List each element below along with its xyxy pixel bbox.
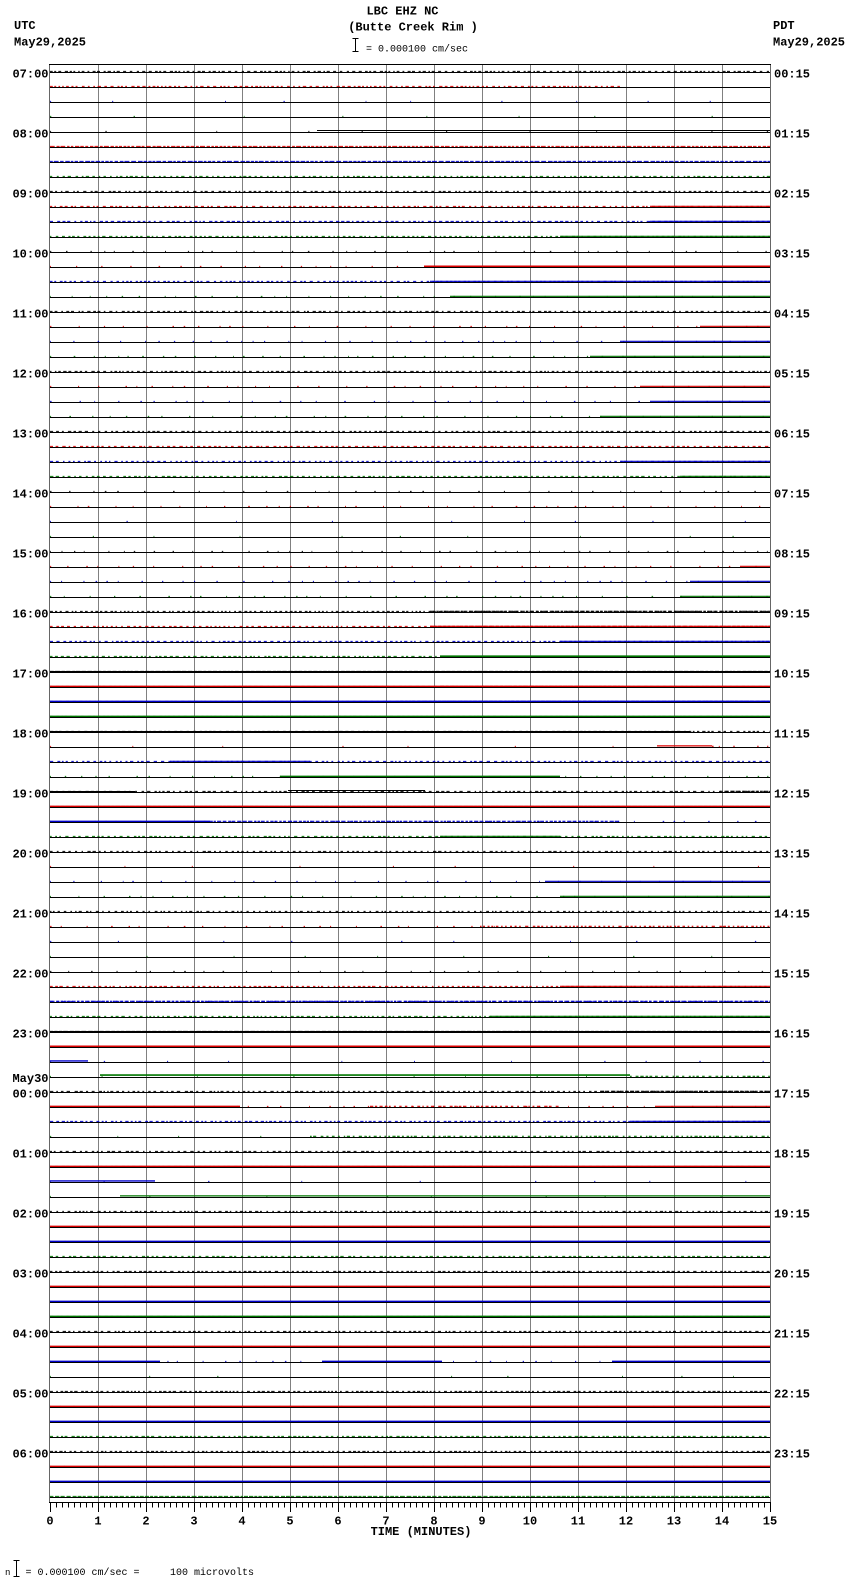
svg-text:03:00: 03:00 [12,1268,48,1282]
svg-text:17:00: 17:00 [12,668,48,682]
svg-text:04:15: 04:15 [774,308,810,322]
svg-text:n: n [5,1568,10,1578]
svg-text:06:00: 06:00 [12,1448,48,1462]
svg-text:LBC EHZ NC: LBC EHZ NC [366,5,438,19]
svg-text:0: 0 [46,1515,53,1529]
svg-text:21:00: 21:00 [12,908,48,922]
svg-text:May29,2025: May29,2025 [14,36,86,50]
svg-text:16:15: 16:15 [774,1028,810,1042]
svg-text:22:00: 22:00 [12,968,48,982]
svg-text:18:15: 18:15 [774,1148,810,1162]
svg-text:12:00: 12:00 [12,368,48,382]
svg-text:11:00: 11:00 [12,308,48,322]
svg-text:13: 13 [667,1515,681,1529]
svg-text:9: 9 [478,1515,485,1529]
svg-text:05:15: 05:15 [774,368,810,382]
svg-text:100 microvolts: 100 microvolts [170,1567,254,1579]
svg-text:11: 11 [571,1515,585,1529]
svg-text:07:00: 07:00 [12,68,48,82]
svg-text:3: 3 [190,1515,197,1529]
svg-text:01:15: 01:15 [774,128,810,142]
svg-text:14:15: 14:15 [774,908,810,922]
svg-text:03:15: 03:15 [774,248,810,262]
svg-text:10:15: 10:15 [774,668,810,682]
svg-text:00:00: 00:00 [12,1088,48,1102]
svg-text:7: 7 [382,1515,389,1529]
svg-text:8: 8 [430,1515,437,1529]
svg-text:02:15: 02:15 [774,188,810,202]
svg-text:02:00: 02:00 [12,1208,48,1222]
svg-text:= 0.000100 cm/sec: = 0.000100 cm/sec [366,44,468,56]
svg-text:09:00: 09:00 [12,188,48,202]
svg-text:5: 5 [286,1515,293,1529]
svg-text:01:00: 01:00 [12,1148,48,1162]
svg-text:23:15: 23:15 [774,1448,810,1462]
svg-text:05:00: 05:00 [12,1388,48,1402]
svg-text:6: 6 [334,1515,341,1529]
svg-text:11:15: 11:15 [774,728,810,742]
svg-text:10: 10 [523,1515,537,1529]
svg-text:2: 2 [142,1515,149,1529]
svg-text:06:15: 06:15 [774,428,810,442]
svg-text:UTC: UTC [14,19,36,33]
svg-text:12: 12 [619,1515,633,1529]
svg-text:00:15: 00:15 [774,68,810,82]
svg-text:20:00: 20:00 [12,848,48,862]
svg-text:14:00: 14:00 [12,488,48,502]
svg-text:May29,2025: May29,2025 [773,36,845,50]
svg-text:15:15: 15:15 [774,968,810,982]
svg-text:08:15: 08:15 [774,548,810,562]
svg-text:(Butte Creek Rim ): (Butte Creek Rim ) [348,21,478,35]
svg-text:19:15: 19:15 [774,1208,810,1222]
svg-text:18:00: 18:00 [12,728,48,742]
svg-text:13:00: 13:00 [12,428,48,442]
svg-text:07:15: 07:15 [774,488,810,502]
svg-text:May30: May30 [12,1072,48,1086]
svg-text:= 0.000100 cm/sec =: = 0.000100 cm/sec = [26,1567,140,1579]
svg-text:13:15: 13:15 [774,848,810,862]
svg-text:20:15: 20:15 [774,1268,810,1282]
svg-text:PDT: PDT [773,19,795,33]
svg-text:22:15: 22:15 [774,1388,810,1402]
svg-text:15:00: 15:00 [12,548,48,562]
svg-text:10:00: 10:00 [12,248,48,262]
svg-text:23:00: 23:00 [12,1028,48,1042]
svg-text:15: 15 [763,1515,777,1529]
svg-text:16:00: 16:00 [12,608,48,622]
svg-text:1: 1 [94,1515,101,1529]
svg-text:09:15: 09:15 [774,608,810,622]
svg-text:19:00: 19:00 [12,788,48,802]
svg-text:TIME (MINUTES): TIME (MINUTES) [371,1525,472,1539]
svg-text:17:15: 17:15 [774,1088,810,1102]
svg-text:21:15: 21:15 [774,1328,810,1342]
svg-text:14: 14 [715,1515,729,1529]
svg-text:12:15: 12:15 [774,788,810,802]
svg-text:04:00: 04:00 [12,1328,48,1342]
svg-text:08:00: 08:00 [12,128,48,142]
svg-text:4: 4 [238,1515,245,1529]
